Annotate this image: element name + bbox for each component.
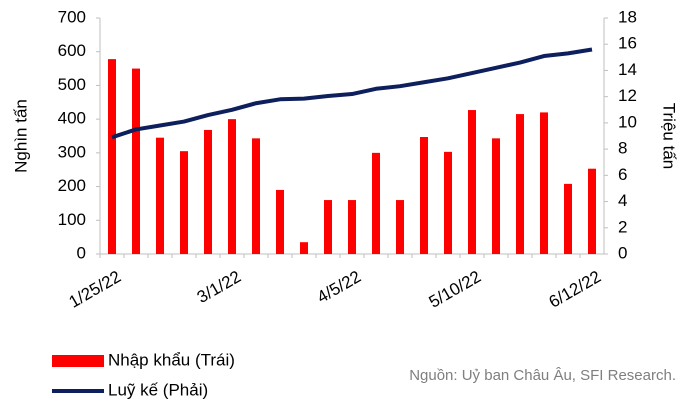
bar xyxy=(348,200,356,254)
x-tick-label: 3/1/22 xyxy=(194,267,244,307)
y2-tick-label: 18 xyxy=(618,7,637,26)
y2-tick-label: 6 xyxy=(618,165,627,184)
y2-tick-label: 12 xyxy=(618,86,637,105)
y2-tick-label: 0 xyxy=(618,243,627,262)
y2-tick-label: 2 xyxy=(618,217,627,236)
y-tick-label: 300 xyxy=(58,142,86,161)
x-tick-label: 5/10/22 xyxy=(426,267,485,312)
bar xyxy=(108,59,116,255)
bar xyxy=(588,168,596,254)
y2-tick-label: 14 xyxy=(618,60,637,79)
bar xyxy=(132,68,140,254)
bar xyxy=(564,183,572,254)
y-tick-label: 700 xyxy=(58,7,86,26)
y2-tick-label: 16 xyxy=(618,34,637,53)
y-tick-label: 400 xyxy=(58,109,86,128)
bar xyxy=(276,189,284,254)
bar xyxy=(420,137,428,254)
y-tick-label: 500 xyxy=(58,75,86,94)
bar xyxy=(372,152,380,254)
x-tick-label: 4/5/22 xyxy=(314,267,364,307)
bar xyxy=(396,200,404,254)
bar xyxy=(228,119,236,255)
bar xyxy=(444,151,452,254)
bar xyxy=(252,138,260,254)
y2-tick-label: 4 xyxy=(618,191,627,210)
y2-tick-label: 8 xyxy=(618,139,627,158)
bar xyxy=(180,151,188,254)
line xyxy=(111,47,593,140)
y-tick-label: 100 xyxy=(58,210,86,229)
y2-tick-label: 10 xyxy=(618,112,637,131)
bar xyxy=(324,200,332,254)
y-axis-label: Nghìn tấn xyxy=(11,99,30,173)
legend-label: Nhập khẩu (Trái) xyxy=(108,350,235,369)
y-tick-label: 600 xyxy=(58,41,86,60)
y-tick-label: 0 xyxy=(77,243,86,262)
y-tick-label: 200 xyxy=(58,176,86,195)
bar xyxy=(468,110,476,254)
x-tick-label: 1/25/22 xyxy=(66,267,125,312)
bar xyxy=(516,114,524,254)
x-tick-label: 6/12/22 xyxy=(546,267,605,312)
bar xyxy=(492,138,500,254)
source-note: Nguồn: Uỷ ban Châu Âu, SFI Research. xyxy=(409,367,676,384)
bar xyxy=(204,129,212,254)
legend-label: Luỹ kế (Phải) xyxy=(108,380,208,399)
legend-swatch-bar xyxy=(52,355,104,367)
y2-axis-label: Triệu tấn xyxy=(660,103,679,169)
bar xyxy=(300,242,308,254)
bar xyxy=(540,112,548,255)
bar xyxy=(156,137,164,254)
